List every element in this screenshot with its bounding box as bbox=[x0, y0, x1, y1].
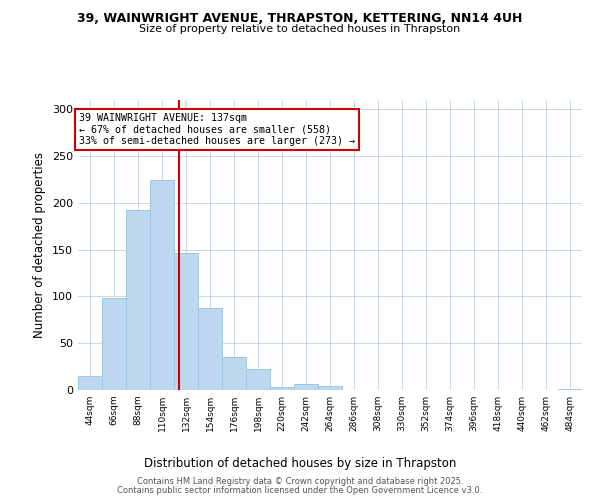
Text: Distribution of detached houses by size in Thrapston: Distribution of detached houses by size … bbox=[144, 458, 456, 470]
Bar bbox=[79, 376, 101, 390]
Text: Contains public sector information licensed under the Open Government Licence v3: Contains public sector information licen… bbox=[118, 486, 482, 495]
Bar bbox=[295, 384, 317, 390]
Bar bbox=[271, 387, 293, 390]
Bar bbox=[559, 389, 581, 390]
Text: Size of property relative to detached houses in Thrapston: Size of property relative to detached ho… bbox=[139, 24, 461, 34]
Y-axis label: Number of detached properties: Number of detached properties bbox=[34, 152, 46, 338]
Text: 39, WAINWRIGHT AVENUE, THRAPSTON, KETTERING, NN14 4UH: 39, WAINWRIGHT AVENUE, THRAPSTON, KETTER… bbox=[77, 12, 523, 26]
Bar bbox=[199, 308, 221, 390]
Text: Contains HM Land Registry data © Crown copyright and database right 2025.: Contains HM Land Registry data © Crown c… bbox=[137, 477, 463, 486]
Bar bbox=[223, 358, 245, 390]
Bar bbox=[175, 254, 197, 390]
Bar bbox=[151, 180, 173, 390]
Bar bbox=[103, 298, 125, 390]
Text: 39 WAINWRIGHT AVENUE: 137sqm
← 67% of detached houses are smaller (558)
33% of s: 39 WAINWRIGHT AVENUE: 137sqm ← 67% of de… bbox=[79, 113, 355, 146]
Bar bbox=[247, 370, 269, 390]
Bar bbox=[319, 386, 341, 390]
Bar bbox=[127, 210, 149, 390]
